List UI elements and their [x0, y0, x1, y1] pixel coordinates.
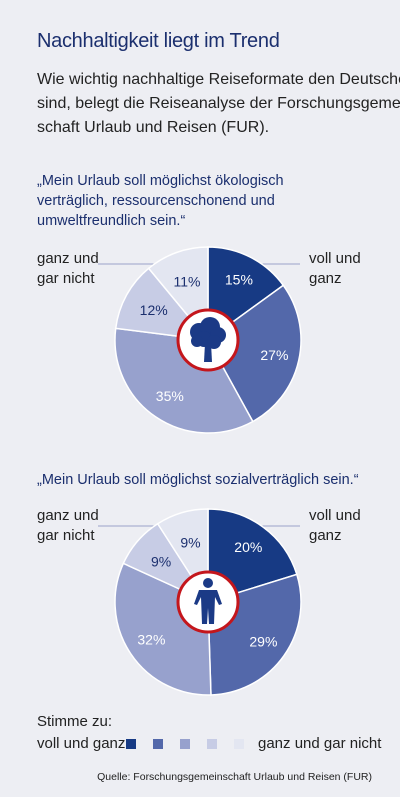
- slice-label: 11%: [174, 274, 201, 290]
- legend-swatch: [180, 739, 190, 749]
- slice-label: 20%: [234, 539, 262, 555]
- legend-title: Stimme zu:: [37, 713, 112, 730]
- legend-swatch: [153, 739, 163, 749]
- page-title: Nachhaltigkeit liegt im Trend: [37, 30, 280, 53]
- intro-line: sind, belegt die Reiseanalyse der Forsch…: [37, 92, 392, 116]
- chart2-quote-line: „Mein Urlaub soll möglichst sozialverträ…: [37, 470, 377, 490]
- chart1-quote-line: umweltfreundlich sein.“: [37, 211, 377, 231]
- legend-swatch: [234, 739, 244, 749]
- slice-label: 15%: [225, 271, 253, 287]
- slice-label: 9%: [180, 535, 200, 551]
- legend-swatch: [207, 739, 217, 749]
- slice-label: 12%: [140, 302, 168, 318]
- intro-text: Wie wichtig nachhaltige Reiseformate den…: [37, 68, 392, 140]
- chart2-pie: 20% 29% 32% 9% 9%: [0, 502, 400, 707]
- slice-label: 9%: [151, 553, 171, 569]
- intro-line: schaft Urlaub und Reisen (FUR).: [37, 116, 392, 140]
- slice-label: 32%: [137, 632, 165, 648]
- legend: Stimme zu: voll und ganz ganz und gar ni…: [37, 713, 392, 753]
- chart1-pie: 15% 27% 35% 12% 11%: [0, 240, 400, 445]
- legend-swatch: [126, 739, 136, 749]
- chart1-quote: „Mein Urlaub soll möglichst ökologisch v…: [37, 171, 377, 231]
- legend-label-left: voll und ganz: [37, 735, 125, 752]
- chart2-quote: „Mein Urlaub soll möglichst sozialverträ…: [37, 470, 377, 490]
- slice-label: 29%: [249, 633, 277, 649]
- slice-label: 35%: [156, 388, 184, 404]
- chart1-quote-line: „Mein Urlaub soll möglichst ökologisch: [37, 171, 377, 191]
- intro-line: Wie wichtig nachhaltige Reiseformate den…: [37, 68, 392, 92]
- chart1-quote-line: verträglich, ressourcenschonend und: [37, 191, 377, 211]
- legend-label-right: ganz und gar nicht: [258, 735, 381, 752]
- slice-label: 27%: [260, 347, 288, 363]
- source-note: Quelle: Forschungsgemeinschaft Urlaub un…: [0, 771, 372, 783]
